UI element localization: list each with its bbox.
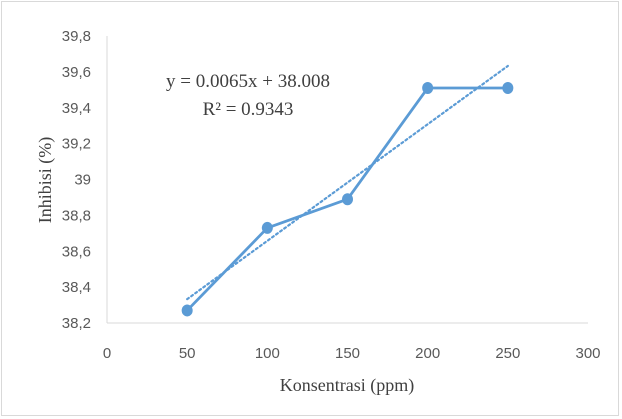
x-tick-label: 0 xyxy=(103,345,111,362)
y-tick-label: 38,6 xyxy=(62,243,91,260)
x-tick-label: 250 xyxy=(495,345,520,362)
series-group xyxy=(181,82,514,317)
y-tick-label: 39 xyxy=(74,172,91,189)
axes xyxy=(106,36,588,324)
x-axis-title: Konsentrasi (ppm) xyxy=(280,375,414,396)
data-point xyxy=(502,82,514,95)
y-tick-label: 38,4 xyxy=(62,279,91,296)
y-tick-label: 39,8 xyxy=(62,28,91,45)
x-tick-label: 200 xyxy=(415,345,440,362)
y-tick-label: 39,4 xyxy=(62,100,91,117)
trendline-equation: y = 0.0065x + 38.008 xyxy=(166,71,330,92)
r-squared-label: R² = 0.9343 xyxy=(203,99,294,120)
x-tick-label: 150 xyxy=(335,345,360,362)
x-tick-label: 300 xyxy=(575,345,600,362)
trendline-group xyxy=(186,64,509,301)
trendline xyxy=(186,64,509,301)
x-tick-label: 50 xyxy=(179,345,196,362)
y-tick-label: 38,8 xyxy=(62,207,91,224)
y-tick-label: 39,2 xyxy=(62,136,91,153)
y-axis-title: Inhibisi (%) xyxy=(35,137,56,223)
data-point xyxy=(342,193,353,206)
x-tick-label: 100 xyxy=(255,345,280,362)
data-point xyxy=(181,304,193,317)
y-tick-label: 38,2 xyxy=(62,315,91,332)
y-tick-label: 39,6 xyxy=(62,64,91,81)
data-point xyxy=(261,221,273,234)
data-point xyxy=(422,82,434,95)
tick-labels: 0 50 100 150 200 250 300 38,2 38,4 38,6 38,8 39 39,2… xyxy=(62,28,601,362)
